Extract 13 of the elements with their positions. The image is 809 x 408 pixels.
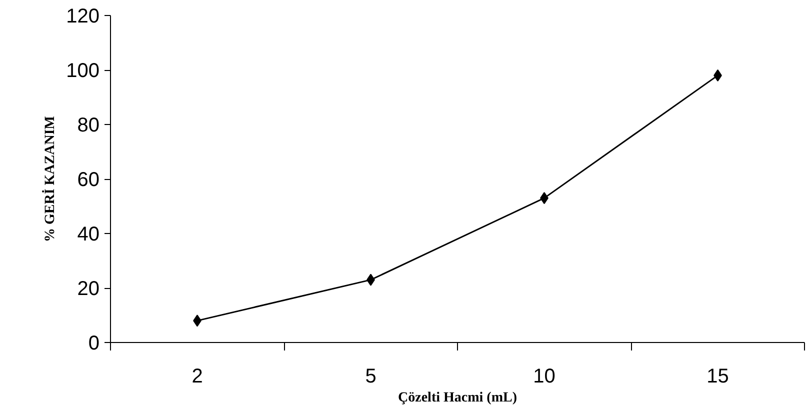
y-tick-label: 60 [77,169,100,191]
x-tick-label: 15 [706,366,729,388]
y-tick-label: 120 [66,6,100,28]
x-tick-label: 2 [192,366,203,388]
y-tick-label: 100 [66,60,100,82]
x-tick-label: 5 [365,366,376,388]
y-tick-label: 40 [77,224,100,246]
x-axis-title: Çözelti Hacmi (mL) [398,390,518,406]
x-tick-label: 10 [533,366,556,388]
y-axis-title: % GERİ KAZANIM [42,116,58,242]
y-tick-label: 0 [88,332,100,354]
y-tick-label: 80 [77,114,100,136]
y-tick-label: 20 [77,278,100,300]
